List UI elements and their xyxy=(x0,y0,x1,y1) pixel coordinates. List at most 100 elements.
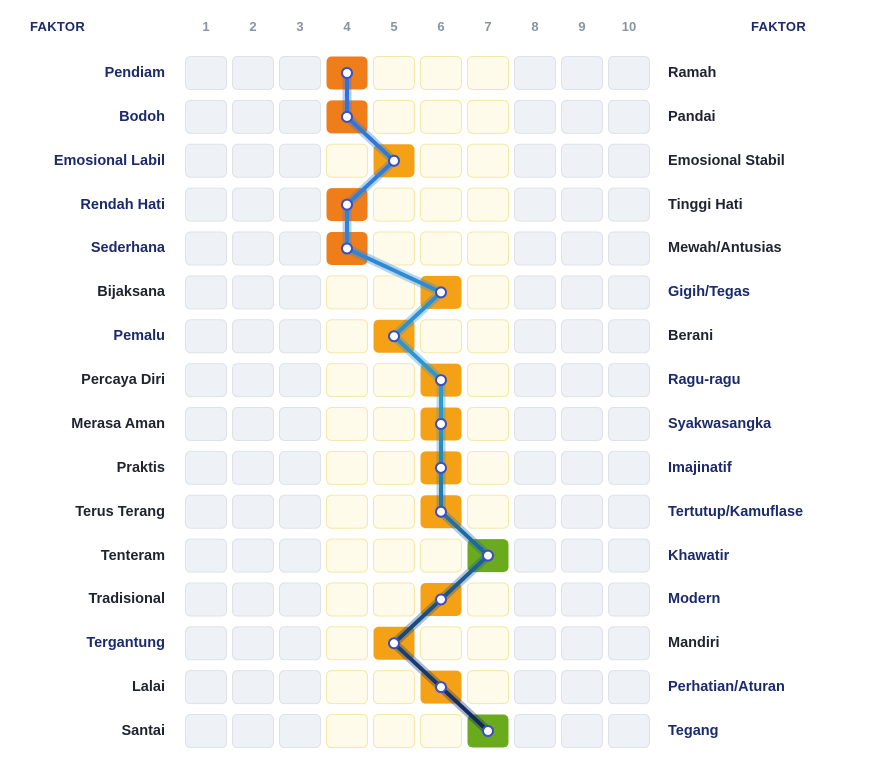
left-factor-label: Praktis xyxy=(116,459,165,476)
grid-cell xyxy=(514,363,556,398)
data-point xyxy=(435,505,447,518)
grid-cell xyxy=(608,626,650,661)
grid-cell xyxy=(467,143,509,178)
grid-cell xyxy=(420,714,462,749)
grid-cell xyxy=(326,406,368,441)
grid-cell xyxy=(373,99,415,134)
grid-cell xyxy=(467,626,509,661)
grid-cell xyxy=(420,319,462,354)
grid-cell xyxy=(279,275,321,310)
grid-cell xyxy=(373,406,415,441)
right-factor-label: Ramah xyxy=(668,65,717,81)
grid-cell xyxy=(420,187,462,222)
grid-cell xyxy=(561,626,603,661)
grid-cell xyxy=(279,538,321,573)
grid-cell xyxy=(326,494,368,529)
grid-cell xyxy=(420,626,462,661)
right-factor-label: Pandai xyxy=(668,108,716,125)
profile-line xyxy=(345,71,490,734)
right-factor-label: Modern xyxy=(668,591,721,608)
data-point xyxy=(435,461,447,474)
data-point xyxy=(435,286,447,299)
grid-cell xyxy=(514,143,556,178)
grid-cell xyxy=(608,406,650,441)
data-point xyxy=(435,593,447,606)
grid-cell xyxy=(467,231,509,266)
grid-cell xyxy=(514,187,556,222)
grid-cell xyxy=(373,187,415,222)
left-factor-label: Tradisional xyxy=(88,591,165,608)
right-factor-label: Mandiri xyxy=(668,635,720,652)
grid-cell xyxy=(467,582,509,617)
grid-cell xyxy=(561,714,603,749)
column-number: 8 xyxy=(531,19,539,34)
grid-cell xyxy=(232,494,274,529)
left-factor-label: Tenteram xyxy=(100,547,165,564)
right-factor-label: Perhatian/Aturan xyxy=(668,679,785,696)
left-factor-label: Pemalu xyxy=(113,328,165,345)
grid-cell xyxy=(514,582,556,617)
grid-cell xyxy=(373,714,415,749)
left-factor-label: Bodoh xyxy=(119,108,165,125)
grid-cell xyxy=(561,99,603,134)
data-point xyxy=(435,417,447,430)
grid-cell xyxy=(467,494,509,529)
grid-cell xyxy=(467,319,509,354)
data-point xyxy=(435,681,447,694)
grid-cell xyxy=(279,99,321,134)
grid-cell xyxy=(373,450,415,485)
grid-cell xyxy=(514,99,556,134)
grid-cell xyxy=(232,538,274,573)
grid-cell xyxy=(373,582,415,617)
grid-cell xyxy=(232,363,274,398)
grid-cell xyxy=(185,406,227,441)
grid-cell xyxy=(232,626,274,661)
grid-cell xyxy=(373,538,415,573)
grid-cell xyxy=(608,187,650,222)
grid-cell xyxy=(185,319,227,354)
grid-cell xyxy=(232,187,274,222)
grid-cell xyxy=(420,143,462,178)
right-factor-label: Berani xyxy=(668,328,714,345)
grid-cell xyxy=(185,231,227,266)
grid-cell xyxy=(279,450,321,485)
grid-cell xyxy=(561,582,603,617)
grid-cell xyxy=(608,450,650,485)
grid-cell xyxy=(561,670,603,705)
grid-cell xyxy=(373,56,415,90)
grid-cell xyxy=(279,582,321,617)
right-factor-label: Tertutup/Kamuflase xyxy=(668,503,804,520)
grid-cell xyxy=(561,363,603,398)
grid-cell xyxy=(185,143,227,178)
grid-cell xyxy=(326,670,368,705)
column-number: 1 xyxy=(202,19,210,34)
grid-cell xyxy=(326,450,368,485)
left-factor-label: Santai xyxy=(121,723,165,740)
grid-cell xyxy=(420,56,462,90)
column-number: 5 xyxy=(390,19,398,34)
grid-cell xyxy=(608,231,650,266)
grid-cell xyxy=(373,275,415,310)
grid-cell xyxy=(467,187,509,222)
grid-cell xyxy=(514,714,556,749)
grid-cell xyxy=(373,494,415,529)
grid-cell xyxy=(561,187,603,222)
right-factor-label: Syakwasangka xyxy=(668,415,772,432)
column-number: 7 xyxy=(484,19,492,34)
left-factor-label: Emosional Labil xyxy=(53,152,165,169)
grid-cell xyxy=(232,714,274,749)
grid-cell xyxy=(514,406,556,441)
grid-cell xyxy=(185,275,227,310)
data-point xyxy=(482,549,494,562)
grid-cell xyxy=(326,363,368,398)
grid-cell xyxy=(420,538,462,573)
grid-cell xyxy=(232,231,274,266)
grid-cell xyxy=(561,56,603,90)
column-number: 2 xyxy=(249,19,257,34)
grid-cell xyxy=(467,450,509,485)
column-number: 9 xyxy=(578,19,586,34)
grid-cell xyxy=(561,538,603,573)
grid-cell xyxy=(326,275,368,310)
column-number: 10 xyxy=(621,19,637,34)
